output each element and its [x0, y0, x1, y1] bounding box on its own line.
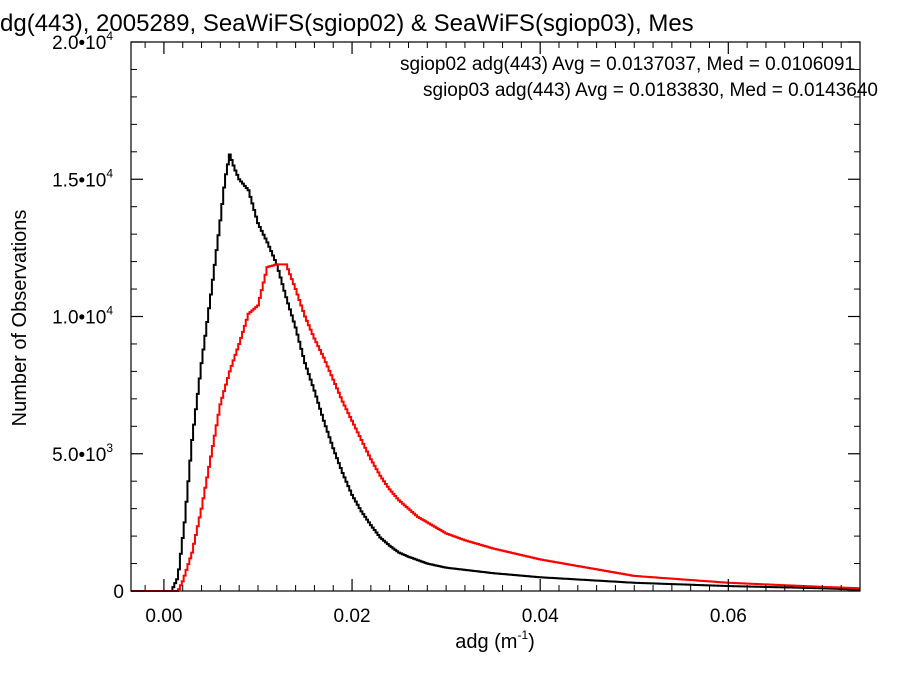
x-tick-label: 0.00	[145, 606, 182, 627]
plot-frame	[130, 41, 861, 592]
y-tick-label-base: 0	[113, 582, 124, 603]
y-tick-label-base: 5.0•10	[52, 445, 106, 466]
y-tick-label-base: 1.5•10	[52, 170, 106, 191]
x-axis-label-exponent: -1	[517, 628, 528, 642]
y-axis-label: Number of Observations	[9, 210, 31, 427]
x-tick-label: 0.06	[710, 606, 747, 627]
x-axis-label-close: )	[528, 631, 535, 653]
y-tick-label-exponent: 4	[106, 29, 113, 43]
legend-entry-sgiop02: sgiop02 adg(443) Avg = 0.0137037, Med = …	[400, 54, 855, 75]
legend-entry-sgiop03: sgiop03 adg(443) Avg = 0.0183830, Med = …	[423, 80, 878, 101]
y-tick-label: 2.0•104	[52, 29, 113, 54]
y-tick-label-base: 1.0•10	[52, 308, 106, 329]
x-axis-label-main: adg (m	[455, 631, 517, 653]
y-tick-label: 1.5•104	[52, 166, 113, 191]
y-tick-label: 0	[113, 582, 124, 603]
y-tick-label-base: 2.0•10	[52, 33, 106, 54]
x-tick-label: 0.02	[334, 606, 371, 627]
y-tick-label: 1.0•104	[52, 304, 113, 329]
series-line-sgiop02	[131, 153, 861, 592]
x-tick-label: 0.04	[522, 606, 559, 627]
y-tick-label: 5.0•103	[52, 441, 113, 466]
chart-title: dg(443), 2005289, SeaWiFS(sgiop02) & Sea…	[0, 10, 694, 37]
series-line-sgiop03	[131, 263, 861, 592]
plot-area: 0.00 0.02 0.04 0.0605.0•1031.0•1041.5•1042.…	[52, 29, 861, 627]
legend: sgiop02 adg(443) Avg = 0.0137037, Med = …	[400, 54, 878, 101]
y-tick-label-exponent: 4	[106, 166, 113, 180]
x-axis-label: adg (m-1)	[455, 628, 535, 653]
y-tick-label-exponent: 4	[106, 304, 113, 318]
y-tick-label-exponent: 3	[106, 441, 113, 455]
